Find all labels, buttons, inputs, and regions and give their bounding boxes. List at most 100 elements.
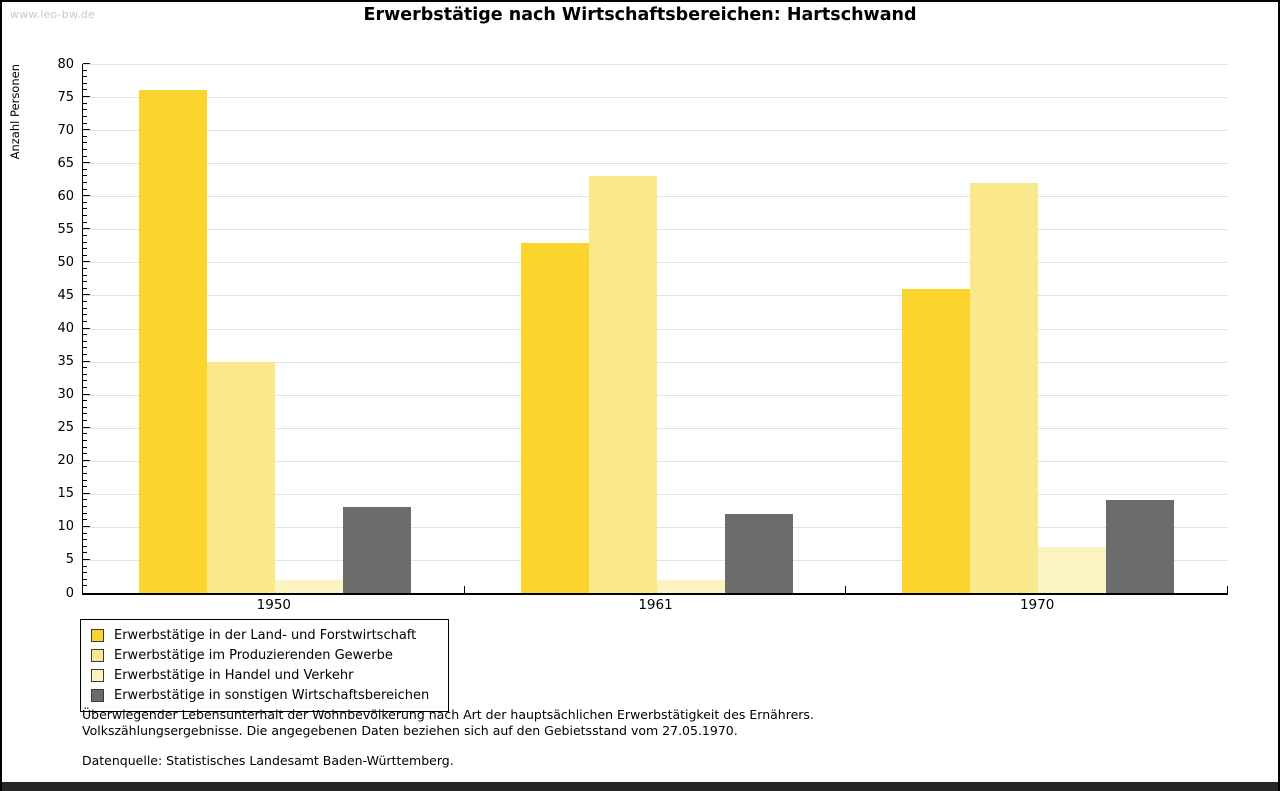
y-minor-tick bbox=[83, 472, 87, 474]
y-tick-label-35: 35 bbox=[57, 354, 74, 370]
legend-label: Erwerbstätige in Handel und Verkehr bbox=[114, 667, 354, 683]
y-minor-tick bbox=[83, 453, 87, 455]
y-major-tick-10 bbox=[83, 525, 90, 527]
legend-label: Erwerbstätige im Produzierenden Gewerbe bbox=[114, 647, 393, 663]
y-minor-tick bbox=[83, 380, 87, 382]
legend-item-4: Erwerbstätige in sonstigen Wirtschaftsbe… bbox=[89, 685, 440, 705]
y-minor-tick bbox=[83, 499, 87, 501]
legend-label: Erwerbstätige in der Land- und Forstwirt… bbox=[114, 627, 417, 643]
y-tick-label-65: 65 bbox=[57, 155, 74, 171]
gridline-70 bbox=[83, 130, 1228, 132]
y-major-tick-65 bbox=[83, 162, 90, 164]
y-tick-label-20: 20 bbox=[57, 453, 74, 469]
y-minor-tick bbox=[83, 334, 87, 336]
legend-swatch-icon bbox=[91, 648, 104, 662]
y-major-tick-30 bbox=[83, 393, 90, 395]
bar-1970-series-4 bbox=[1106, 500, 1175, 593]
y-minor-tick bbox=[83, 82, 87, 84]
y-minor-tick bbox=[83, 578, 87, 580]
y-minor-tick bbox=[83, 287, 87, 289]
footnote-line-2: Volkszählungsergebnisse. Die angegebenen… bbox=[82, 722, 738, 738]
window-bottom-border bbox=[2, 782, 1278, 791]
y-major-tick-60 bbox=[83, 195, 90, 197]
watermark-leo-bw: www.leo-bw.de bbox=[10, 8, 96, 21]
y-tick-label-80: 80 bbox=[57, 56, 74, 72]
y-minor-tick bbox=[83, 307, 87, 309]
y-minor-tick bbox=[83, 208, 87, 210]
y-minor-tick bbox=[83, 148, 87, 150]
y-minor-tick bbox=[83, 274, 87, 276]
y-minor-tick bbox=[83, 565, 87, 567]
legend-item-2: Erwerbstätige im Produzierenden Gewerbe bbox=[89, 645, 440, 665]
y-minor-tick bbox=[83, 552, 87, 554]
y-minor-tick bbox=[83, 532, 87, 534]
y-minor-tick bbox=[83, 506, 87, 508]
y-minor-tick bbox=[83, 519, 87, 521]
footnote-line-1: Überwiegender Lebensunterhalt der Wohnbe… bbox=[82, 707, 814, 722]
legend-item-1: Erwerbstätige in der Land- und Forstwirt… bbox=[89, 625, 440, 645]
plot-area: 0 5 10 15 20 25 30 35 40 45 50 55 60 65 70 75 80 1950 1961… bbox=[57, 57, 1228, 613]
y-minor-tick bbox=[83, 340, 87, 342]
y-tick-label-40: 40 bbox=[57, 321, 74, 336]
y-minor-tick bbox=[83, 241, 87, 243]
y-minor-tick bbox=[83, 353, 87, 355]
bar-1950-series-2 bbox=[207, 361, 275, 593]
y-minor-tick bbox=[83, 115, 87, 117]
bar-1970-series-1 bbox=[902, 288, 971, 593]
y-major-tick-35 bbox=[83, 360, 90, 362]
y-minor-tick bbox=[83, 466, 87, 468]
legend-swatch-icon bbox=[91, 688, 104, 702]
y-minor-tick bbox=[83, 215, 87, 217]
y-minor-tick bbox=[83, 413, 87, 415]
y-minor-tick bbox=[83, 76, 87, 78]
y-tick-label-30: 30 bbox=[57, 387, 74, 403]
y-minor-tick bbox=[83, 221, 87, 223]
y-minor-tick bbox=[83, 89, 87, 91]
y-minor-tick bbox=[83, 188, 87, 190]
y-minor-tick bbox=[83, 314, 87, 316]
y-minor-tick bbox=[83, 109, 87, 111]
y-tick-label-5: 5 bbox=[65, 552, 74, 568]
gridline-80 bbox=[83, 64, 1228, 65]
y-minor-tick bbox=[83, 254, 87, 256]
y-major-tick-5 bbox=[83, 558, 90, 560]
y-tick-label-75: 75 bbox=[57, 89, 74, 105]
y-minor-tick bbox=[83, 268, 87, 269]
legend-swatch-icon bbox=[91, 668, 104, 682]
bar-1950-series-1 bbox=[139, 90, 207, 593]
gridline-65 bbox=[83, 163, 1228, 165]
y-minor-tick bbox=[83, 406, 87, 408]
y-minor-tick bbox=[83, 373, 87, 375]
bar-1961-series-4 bbox=[724, 513, 793, 593]
footnotes: Überwiegender Lebensunterhalt der Wohnbe… bbox=[82, 707, 814, 738]
y-minor-tick bbox=[83, 572, 87, 574]
y-major-tick-20 bbox=[83, 459, 90, 461]
x-boundary-tick bbox=[845, 586, 847, 593]
y-major-tick-25 bbox=[83, 426, 90, 428]
y-minor-tick bbox=[83, 479, 87, 481]
y-minor-tick bbox=[83, 122, 87, 124]
bar-1961-series-1 bbox=[520, 242, 589, 593]
x-category-label-1961: 1961 bbox=[638, 597, 673, 613]
y-minor-tick bbox=[83, 102, 87, 104]
y-minor-tick bbox=[83, 545, 87, 547]
y-minor-tick bbox=[83, 439, 87, 441]
y-tick-label-25: 25 bbox=[57, 420, 74, 436]
x-category-label-1970: 1970 bbox=[1019, 597, 1055, 613]
y-minor-tick bbox=[83, 201, 87, 203]
y-minor-tick bbox=[83, 446, 87, 448]
y-major-tick-75 bbox=[83, 96, 90, 98]
y-minor-tick bbox=[83, 135, 87, 137]
legend-swatch-icon bbox=[91, 628, 104, 642]
y-major-tick-15 bbox=[83, 492, 90, 494]
bar-1950-series-4 bbox=[343, 507, 411, 593]
y-minor-tick bbox=[83, 301, 87, 303]
y-minor-tick bbox=[83, 347, 87, 349]
y-minor-tick bbox=[83, 433, 87, 435]
y-minor-tick bbox=[83, 155, 87, 157]
legend-item-3: Erwerbstätige in Handel und Verkehr bbox=[89, 665, 440, 685]
y-major-tick-40 bbox=[83, 327, 90, 329]
y-major-tick-80 bbox=[83, 63, 90, 64]
y-major-tick-70 bbox=[83, 129, 90, 131]
